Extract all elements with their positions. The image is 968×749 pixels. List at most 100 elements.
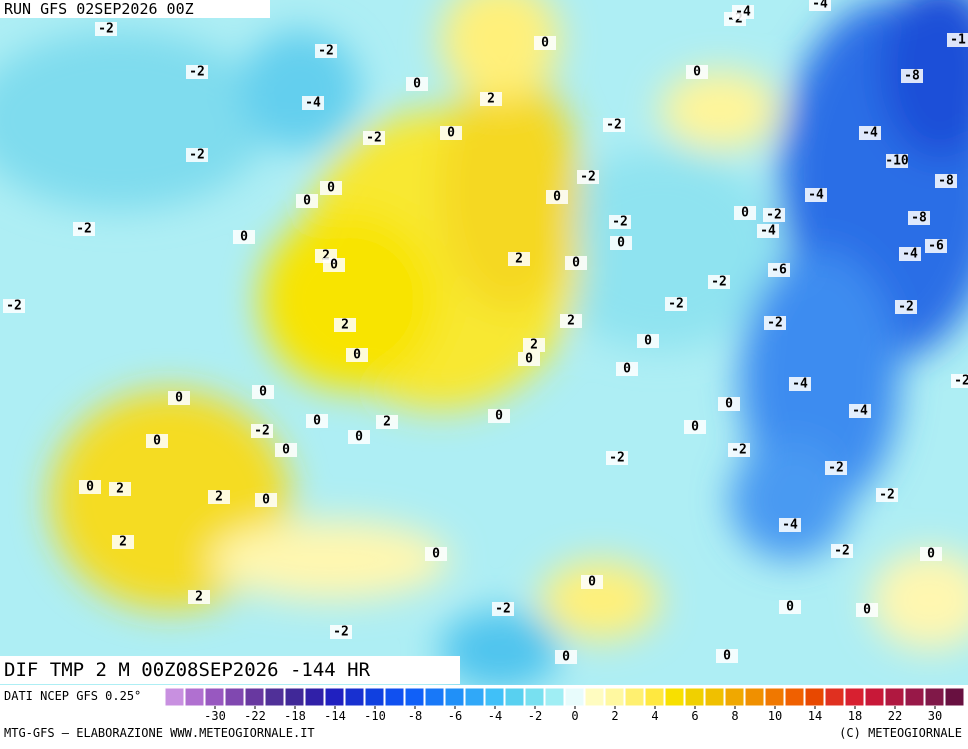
contour-label: 2 <box>116 482 124 497</box>
contour-label: 0 <box>153 434 161 449</box>
colorbar-swatch <box>924 687 945 707</box>
contour-label: 0 <box>86 480 94 495</box>
contour-label-bg <box>603 118 625 132</box>
colorbar-tick-label: 2 <box>611 709 618 723</box>
colorbar-swatch <box>364 687 385 707</box>
contour-label: 0 <box>725 397 733 412</box>
contour-label-bg <box>779 518 801 532</box>
contour-label-bg <box>763 208 785 222</box>
contour-label: -10 <box>885 154 909 169</box>
contour-label: 0 <box>432 547 440 562</box>
contour-label: -2 <box>668 297 684 312</box>
contour-label-bg <box>577 170 599 184</box>
colorbar-tick-label: 0 <box>571 709 578 723</box>
contour-label-bg <box>947 33 968 47</box>
contour-label: -2 <box>495 602 511 617</box>
contour-label: 0 <box>693 65 701 80</box>
contour-label-bg <box>831 544 853 558</box>
contour-label: 0 <box>262 493 270 508</box>
contour-label: -2 <box>189 148 205 163</box>
colorbar-swatch <box>504 687 525 707</box>
colorbar-swatch <box>524 687 545 707</box>
colorbar-swatch <box>864 687 885 707</box>
contour-label-bg <box>779 600 801 614</box>
contour-label-bg <box>348 430 370 444</box>
contour-label-bg <box>764 316 786 330</box>
contour-label-bg <box>581 575 603 589</box>
contour-label-bg <box>346 348 368 362</box>
contour-label: -2 <box>767 316 783 331</box>
colorbar-swatch <box>164 687 185 707</box>
contour-label: 0 <box>588 575 596 590</box>
contour-label-bg <box>188 590 210 604</box>
contour-label: 0 <box>259 385 267 400</box>
colorbar-swatch <box>684 687 705 707</box>
contour-label-bg <box>109 482 131 496</box>
contour-label-bg <box>728 443 750 457</box>
colorbar-swatch <box>564 687 585 707</box>
map-field <box>0 0 968 685</box>
colorbar-swatch <box>264 687 285 707</box>
contour-label: 0 <box>175 391 183 406</box>
colorbar-swatch <box>464 687 485 707</box>
colorbar-tick-label: -2 <box>528 709 542 723</box>
contour-label-bg <box>609 215 631 229</box>
contour-label: 0 <box>495 409 503 424</box>
contour-label: 0 <box>525 352 533 367</box>
contour-label: -8 <box>904 69 920 84</box>
contour-label-bg <box>757 224 779 238</box>
contour-label-bg <box>665 297 687 311</box>
contour-label: 0 <box>572 256 580 271</box>
contour-label-bg <box>899 247 921 261</box>
colorbar-tick-label: -10 <box>364 709 386 723</box>
contour-label: 0 <box>413 77 421 92</box>
colorbar-swatch <box>844 687 865 707</box>
contour-label-bg <box>732 5 754 19</box>
contour-label: -2 <box>6 299 22 314</box>
contour-label: 2 <box>567 314 575 329</box>
contour-label: -4 <box>792 377 808 392</box>
contour-label: 0 <box>330 258 338 273</box>
colorbar-tick-label: -8 <box>408 709 422 723</box>
contour-label: 2 <box>341 318 349 333</box>
contour-label-bg <box>809 0 831 11</box>
colorbar-swatch <box>384 687 405 707</box>
contour-label-bg <box>560 314 582 328</box>
contour-label: -2 <box>318 44 334 59</box>
contour-label-bg <box>296 194 318 208</box>
contour-label: 2 <box>530 338 538 353</box>
source-label: DATI NCEP GFS 0.25° <box>4 689 141 703</box>
colorbar-swatch <box>704 687 725 707</box>
contour-label-bg <box>684 420 706 434</box>
contour-label-bg <box>951 374 968 388</box>
colorbar-swatch <box>204 687 225 707</box>
contour-label: -6 <box>928 239 944 254</box>
contour-label: -2 <box>828 461 844 476</box>
field-label: DIF TMP 2 M 00Z08SEP2026 -144 HR <box>4 659 371 681</box>
colorbar-swatch <box>484 687 505 707</box>
contour-label: 0 <box>863 603 871 618</box>
contour-label-bg <box>320 181 342 195</box>
contour-label: -2 <box>76 222 92 237</box>
contour-label-bg <box>856 603 878 617</box>
contour-label: 0 <box>541 36 549 51</box>
colorbar-tick-label: 10 <box>768 709 782 723</box>
colorbar-swatch <box>604 687 625 707</box>
colorbar-tick-label: -14 <box>324 709 346 723</box>
contour-label-bg <box>334 318 356 332</box>
contour-label: -2 <box>731 443 747 458</box>
contour-label-bg <box>492 602 514 616</box>
contour-label-bg <box>849 404 871 418</box>
contour-label: -6 <box>771 263 787 278</box>
contour-label: 2 <box>119 535 127 550</box>
contour-label-bg <box>637 334 659 348</box>
colorbar-swatch <box>724 687 745 707</box>
colorbar-swatch <box>324 687 345 707</box>
field-blobs <box>0 0 968 685</box>
contour-label-bg <box>805 188 827 202</box>
colorbar-swatch <box>764 687 785 707</box>
colorbar-swatch <box>344 687 365 707</box>
contour-label: -2 <box>766 208 782 223</box>
contour-label-bg <box>233 230 255 244</box>
contour-label: -4 <box>808 188 824 203</box>
